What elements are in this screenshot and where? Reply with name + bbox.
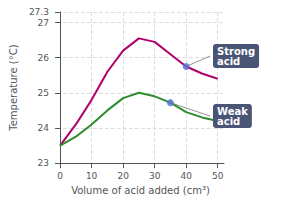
svg-text:acid: acid: [217, 116, 240, 127]
svg-text:0: 0: [57, 171, 63, 181]
svg-text:27.3: 27.3: [29, 7, 49, 17]
svg-text:Weak: Weak: [217, 105, 248, 117]
svg-text:24: 24: [37, 123, 49, 133]
svg-text:Strong: Strong: [217, 45, 256, 57]
svg-text:Volume of acid added (cm³): Volume of acid added (cm³): [71, 185, 210, 196]
svg-text:20: 20: [117, 171, 129, 181]
svg-text:10: 10: [86, 171, 98, 181]
svg-text:Temperature (°C): Temperature (°C): [8, 44, 19, 131]
svg-text:23: 23: [37, 158, 48, 168]
svg-text:50: 50: [212, 171, 224, 181]
svg-text:27: 27: [37, 18, 48, 28]
svg-text:25: 25: [37, 88, 48, 98]
svg-text:40: 40: [180, 171, 192, 181]
svg-text:acid: acid: [217, 56, 240, 67]
svg-text:30: 30: [149, 171, 161, 181]
svg-text:26: 26: [37, 53, 49, 63]
